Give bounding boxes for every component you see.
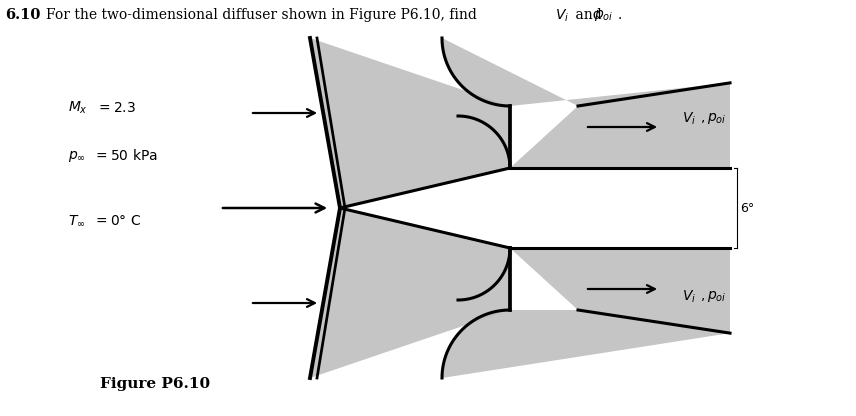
Text: Figure P6.10: Figure P6.10 xyxy=(100,377,210,391)
Polygon shape xyxy=(442,310,730,378)
Polygon shape xyxy=(510,248,730,333)
Text: For the two-dimensional diffuser shown in Figure P6.10, find: For the two-dimensional diffuser shown i… xyxy=(46,8,481,22)
Text: 6.10: 6.10 xyxy=(5,8,40,22)
Text: $V_i$: $V_i$ xyxy=(682,289,696,305)
Polygon shape xyxy=(310,208,510,378)
Text: $T_\infty$: $T_\infty$ xyxy=(68,214,86,228)
Text: $= 0°\ \mathrm{C}$: $= 0°\ \mathrm{C}$ xyxy=(93,214,141,228)
Polygon shape xyxy=(442,38,730,106)
Text: $= 50\ \mathrm{kPa}$: $= 50\ \mathrm{kPa}$ xyxy=(93,149,158,163)
Text: $p_{oi}$: $p_{oi}$ xyxy=(594,8,614,23)
Polygon shape xyxy=(510,83,730,168)
Polygon shape xyxy=(310,38,510,208)
Text: $,p_{oi}$: $,p_{oi}$ xyxy=(700,290,727,305)
Text: and: and xyxy=(571,8,606,22)
Text: 6°: 6° xyxy=(740,201,754,215)
Text: .: . xyxy=(618,8,622,22)
Text: $p_\infty$: $p_\infty$ xyxy=(68,149,86,163)
Text: $,p_{oi}$: $,p_{oi}$ xyxy=(700,111,727,126)
Text: $= 2.3$: $= 2.3$ xyxy=(96,101,136,115)
Text: $M_x$: $M_x$ xyxy=(68,100,88,116)
Text: $V_i$: $V_i$ xyxy=(555,8,569,25)
Text: $V_i$: $V_i$ xyxy=(682,111,696,127)
